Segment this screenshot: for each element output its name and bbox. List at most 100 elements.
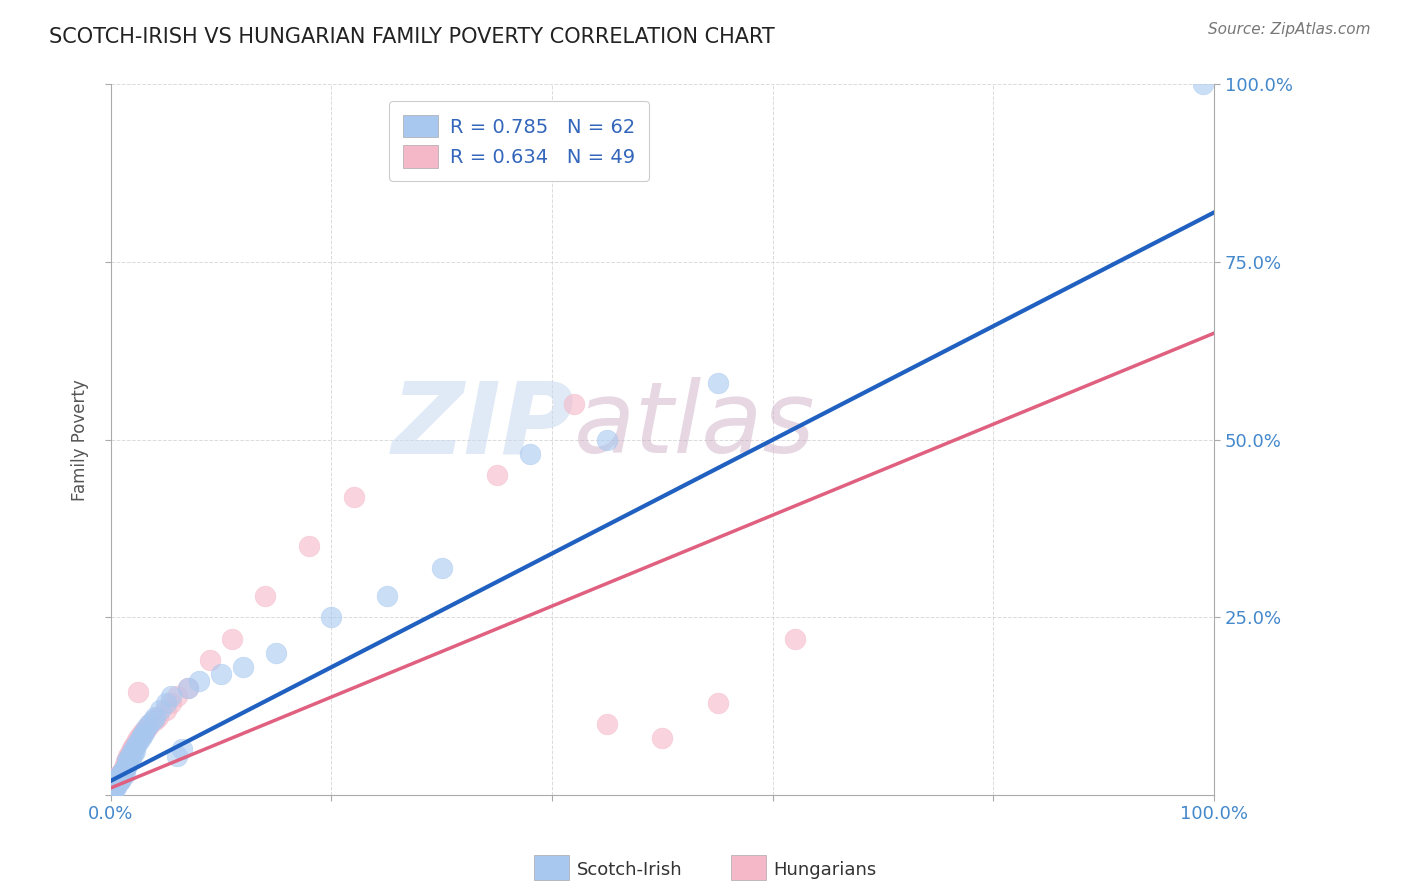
Point xyxy=(103,775,125,789)
Point xyxy=(430,560,453,574)
Point xyxy=(120,744,142,758)
Point xyxy=(110,768,132,782)
Point xyxy=(221,632,243,646)
Point xyxy=(105,777,128,791)
Point xyxy=(104,773,127,788)
Point xyxy=(101,777,124,791)
Point xyxy=(122,742,145,756)
Point xyxy=(105,770,128,784)
Point xyxy=(105,775,128,789)
Point xyxy=(160,696,183,710)
Point xyxy=(108,770,131,784)
Point xyxy=(117,754,139,768)
Point xyxy=(143,710,166,724)
Point xyxy=(254,589,277,603)
Point xyxy=(172,742,194,756)
Point xyxy=(124,737,146,751)
Point xyxy=(160,689,183,703)
Y-axis label: Family Poverty: Family Poverty xyxy=(72,379,89,500)
Point xyxy=(117,752,139,766)
Point xyxy=(177,681,200,696)
Point xyxy=(706,376,728,390)
Point xyxy=(105,773,128,788)
Point xyxy=(596,433,619,447)
Point xyxy=(124,744,146,758)
Point xyxy=(105,780,128,794)
Text: atlas: atlas xyxy=(574,377,815,474)
Point xyxy=(321,610,343,624)
Point xyxy=(127,732,149,747)
Point xyxy=(706,696,728,710)
Point xyxy=(110,766,132,780)
Point xyxy=(110,772,132,787)
Point xyxy=(264,646,287,660)
Point xyxy=(120,751,142,765)
Point xyxy=(342,490,364,504)
Point xyxy=(118,749,141,764)
Point xyxy=(131,728,153,742)
Point xyxy=(142,714,165,728)
Point xyxy=(209,667,232,681)
Point xyxy=(105,773,128,788)
Point xyxy=(148,710,170,724)
Point xyxy=(166,689,188,703)
Point xyxy=(188,674,211,689)
Point xyxy=(1192,78,1215,92)
Point xyxy=(114,766,136,780)
Point xyxy=(596,717,619,731)
Point xyxy=(118,747,141,761)
Point xyxy=(115,754,138,768)
Point xyxy=(101,777,124,791)
Point xyxy=(107,770,129,784)
Point xyxy=(101,780,124,795)
Point xyxy=(112,763,135,777)
Point xyxy=(129,731,152,746)
Point xyxy=(177,681,200,696)
Point xyxy=(103,782,125,797)
Point xyxy=(132,725,155,739)
Point xyxy=(111,763,134,777)
Text: ZIP: ZIP xyxy=(391,377,574,474)
Point xyxy=(103,780,125,794)
Point xyxy=(111,768,134,782)
Point xyxy=(125,739,148,753)
Point xyxy=(136,721,159,735)
Point xyxy=(132,724,155,739)
Point xyxy=(104,772,127,787)
Point xyxy=(107,770,129,784)
Text: SCOTCH-IRISH VS HUNGARIAN FAMILY POVERTY CORRELATION CHART: SCOTCH-IRISH VS HUNGARIAN FAMILY POVERTY… xyxy=(49,27,775,46)
Text: Scotch-Irish: Scotch-Irish xyxy=(576,861,682,879)
Point xyxy=(155,696,177,710)
Point xyxy=(103,780,125,795)
Point xyxy=(121,747,143,761)
Point xyxy=(139,717,162,731)
Point xyxy=(117,758,139,772)
Point xyxy=(783,632,806,646)
Point xyxy=(103,775,125,789)
Point xyxy=(121,746,143,760)
Point xyxy=(108,766,131,780)
Point xyxy=(127,685,149,699)
Point xyxy=(114,761,136,775)
Point xyxy=(105,775,128,789)
Point xyxy=(108,773,131,788)
Point xyxy=(155,703,177,717)
Point xyxy=(485,468,508,483)
Point xyxy=(114,758,136,772)
Point xyxy=(232,660,254,674)
Point xyxy=(115,759,138,773)
Text: Source: ZipAtlas.com: Source: ZipAtlas.com xyxy=(1208,22,1371,37)
Point xyxy=(105,772,128,787)
Point xyxy=(131,725,153,739)
Point xyxy=(107,775,129,789)
Point xyxy=(112,761,135,775)
Point xyxy=(117,749,139,764)
Point xyxy=(117,752,139,766)
Legend: R = 0.785   N = 62, R = 0.634   N = 49: R = 0.785 N = 62, R = 0.634 N = 49 xyxy=(389,102,648,181)
Point xyxy=(298,539,321,553)
Point xyxy=(111,765,134,780)
Point xyxy=(375,589,398,603)
Point xyxy=(198,653,221,667)
Point xyxy=(138,717,160,731)
Point xyxy=(101,784,124,798)
